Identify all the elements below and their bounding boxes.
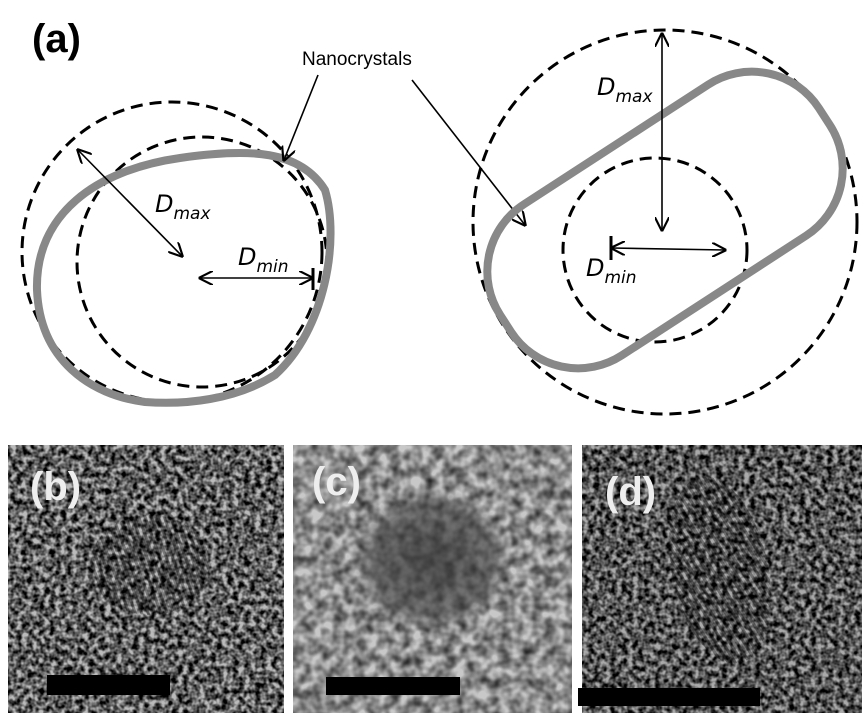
d-max-label: Dmax — [155, 190, 211, 224]
tem-image: (d) — [578, 445, 862, 713]
d-min-label: Dmin — [238, 243, 289, 277]
label-part: D — [586, 254, 604, 282]
label-part: min — [256, 257, 288, 277]
label-part: min — [604, 268, 636, 288]
tem-image: (c) — [293, 445, 572, 713]
label-part: max — [173, 204, 211, 224]
right-diagram: Dmax Dmin — [457, 30, 866, 414]
label-part: D — [238, 243, 256, 271]
panel-label: (b) — [30, 465, 81, 509]
d-max-label: Dmax — [597, 73, 653, 107]
callout: Nanocrystals — [302, 49, 412, 70]
label-part: max — [615, 87, 653, 107]
tem-image: (b) — [8, 445, 284, 713]
panel-label: (c) — [312, 460, 361, 504]
left-diagram: Dmax Dmin — [22, 102, 331, 403]
label-part: D — [155, 190, 173, 218]
label-part: D — [597, 73, 615, 101]
panel-label: (a) — [32, 17, 81, 61]
figure: (a) Dmax Dmin Nanocrystals Dmax Dmin (b) — [0, 0, 866, 718]
panel-label: (d) — [605, 470, 656, 514]
